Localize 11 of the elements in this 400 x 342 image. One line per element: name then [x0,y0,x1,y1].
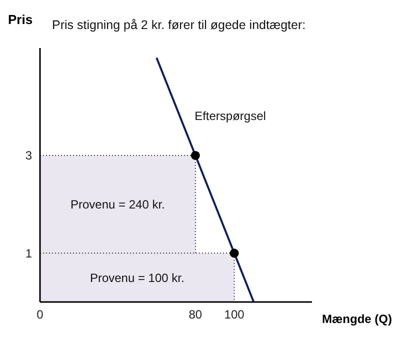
x-tick-label: 0 [36,308,44,322]
y-tick-label: 1 [25,246,32,260]
x-tick-label: 80 [188,308,202,322]
annotation: Provenu = 240 kr. [70,198,165,212]
x-tick-label: 100 [224,308,245,322]
series-label: Efterspørgsel [194,108,266,123]
chart-title: Pris stigning på 2 kr. fører til øgede indtægter: [52,18,306,32]
y-tick-label: 3 [25,148,32,163]
annotation: Provenu = 100 kr. [90,270,184,285]
y-axis-title: Pris [8,12,33,27]
x-axis-title: Mængde (Q) [322,312,392,326]
